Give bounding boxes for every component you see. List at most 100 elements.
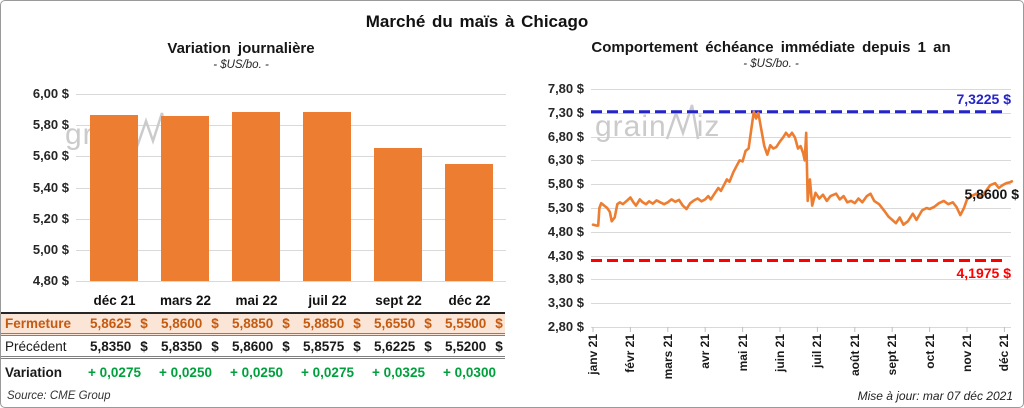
cell-currency: $ [353,316,361,331]
x-axis-tick-label: mars 21 [660,334,675,380]
cell-value: 5,8350 [89,338,132,354]
cell-currency: $ [353,338,361,354]
y-axis-tick-label: 6,30 $ [547,152,584,168]
update-note: Mise à jour: mar 07 déc 2021 [857,389,1013,403]
support-price-label: 4,1975 $ [956,265,1012,281]
cell-currency: $ [211,316,219,331]
row-label: Précédent [5,338,67,354]
cell-currency: $ [140,316,148,331]
row-label: Fermeture [5,316,72,331]
cell-value: 5,8575 [302,338,345,354]
gridline [591,231,1011,233]
price-line-series [591,110,1014,227]
bar [161,115,209,281]
source-note: Source: CME Group [7,390,111,402]
resistance-price-label: 7,3225 $ [956,91,1012,107]
table-cell: 5,8850 $ [221,316,292,331]
bar [374,147,422,281]
line-chart-canvas [591,110,1014,332]
y-axis-tick-label: 5,20 $ [32,210,69,226]
bar [232,111,280,281]
month-header-cell: déc 21 [93,293,136,308]
gridline [591,112,1011,114]
gridline [76,156,506,158]
cell-currency: $ [211,338,219,354]
y-axis-tick-label: 4,30 $ [547,247,584,263]
x-axis-tick-label: oct 21 [922,334,937,369]
right-chart-title: Comportement échéance immédiate depuis 1… [591,39,951,56]
y-axis-tick-label: 5,40 $ [32,179,69,195]
grainwiz-logo-icon [665,104,699,140]
gridline [591,184,1011,186]
y-axis-tick-label: 5,30 $ [547,200,584,215]
x-axis-tick-label: mai 21 [735,334,750,372]
table-cell: 5,8575 $ [292,339,363,354]
month-header-cell: sept 22 [375,293,422,308]
gridline [76,249,506,251]
x-axis-tick-label: janv 21 [586,334,600,375]
gridline [591,279,1011,281]
bar [303,111,351,281]
x-axis-tick-label: févr 21 [623,334,638,373]
cell-currency: $ [424,316,432,331]
table-cell: + 0,0250 [159,365,212,380]
cell-value: 5,8850 [231,316,274,331]
table-cell: + 0,0325 [372,365,425,380]
x-axis-tick-label: août 21 [847,334,862,377]
y-axis-tick-label: 2,80 $ [547,319,584,334]
table-cell: + 0,0250 [230,365,283,380]
x-axis-tick-label: nov 21 [960,334,974,373]
x-axis-tick-label: juil 21 [810,334,825,369]
y-axis-tick-label: 5,00 $ [32,241,69,257]
table-cell: 5,5200 $ [434,339,505,354]
month-header-cell: juil 22 [308,293,347,308]
cell-currency: $ [282,338,290,354]
left-chart-title: Variation journalière [167,40,315,57]
gridline [76,94,506,95]
y-axis-tick-label: 7,30 $ [547,104,584,120]
month-header-cell: mai 22 [235,293,278,308]
last-price-label: 5,8600 $ [964,186,1020,202]
price-table: déc 21 mars 22 mai 22 juil 22 sept 22 déc 22 F… [1,289,505,386]
gridline [76,281,506,282]
table-cell: 5,8350 $ [79,339,150,354]
y-axis-tick-label: 6,80 $ [547,128,584,144]
cell-value: 5,8600 [231,338,274,354]
table-row: Variation + 0,0275 + 0,0250 + 0,0250 + 0,027… [1,359,505,386]
cell-value: 5,6225 [373,338,416,354]
gridline [76,125,506,127]
gridline [591,327,1011,328]
table-cell: + 0,0300 [443,365,496,380]
daily-variation-bar-chart [76,94,506,282]
right-chart-subtitle: - $US/bo. - [743,58,799,70]
cell-currency: $ [140,338,148,354]
x-axis-tick-label: avr 21 [698,334,713,369]
gridline [591,136,1011,138]
left-chart-subtitle: - $US/bo. - [213,59,269,71]
x-axis-tick-label: déc 21 [997,334,1012,372]
table-cell: 5,5500 $ [434,316,505,331]
grainwiz-watermark-text: grain [595,110,667,143]
cell-value: 5,8350 [160,338,203,354]
month-header-cell: déc 22 [448,293,491,308]
x-axis-tick-label: sept 21 [885,334,900,376]
table-header-row: déc 21 mars 22 mai 22 juil 22 sept 22 déc 22 [1,289,505,314]
cell-value: 5,8625 [89,316,132,331]
page-title: Marché du maïs à Chicago [365,12,589,31]
table-cell: 5,8600 $ [221,339,292,354]
table-cell: 5,8600 $ [150,316,221,331]
table-cell: 5,6550 $ [363,316,434,331]
gridline [591,208,1011,209]
y-axis-tick-label: 6,00 $ [32,86,69,101]
cell-value: 5,8850 [302,316,345,331]
bar [90,115,138,281]
table-cell: 5,8850 $ [292,316,363,331]
gridline [76,187,506,189]
cell-value: 5,5500 [444,316,487,331]
y-axis-tick-label: 7,80 $ [547,81,584,96]
table-cell: 5,8625 $ [79,316,150,331]
cell-currency: $ [424,338,432,354]
gridline [591,160,1011,162]
